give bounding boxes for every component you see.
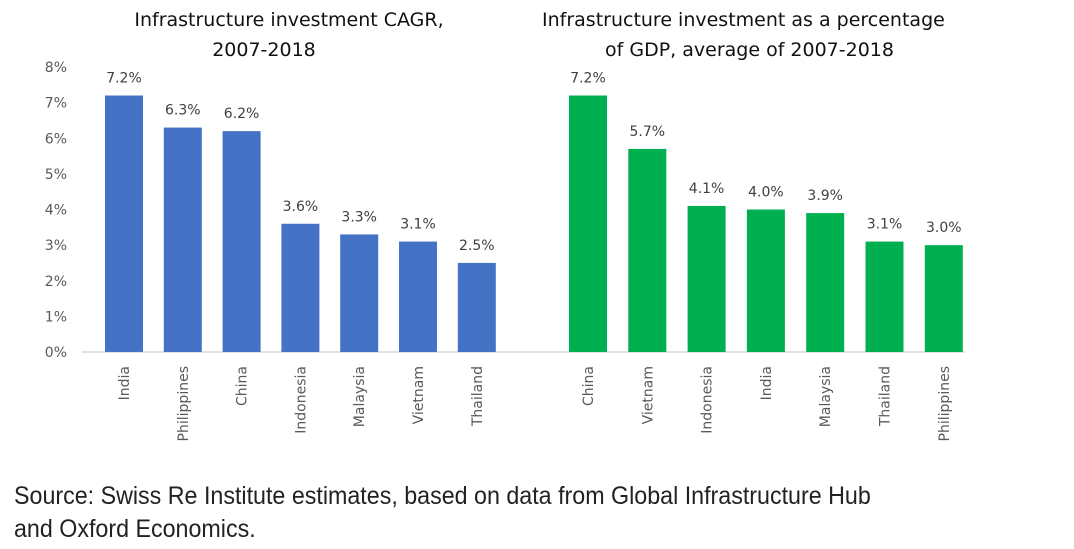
- left-category-label: India: [117, 366, 133, 400]
- right-data-label: 3.1%: [867, 217, 903, 233]
- right-category-label: China: [581, 366, 597, 406]
- left-bar: [105, 95, 143, 352]
- left-category-label: Thailand: [470, 366, 486, 427]
- left-data-label: 6.3%: [165, 103, 201, 119]
- source-line-1: Source: Swiss Re Institute estimates, ba…: [14, 482, 871, 510]
- left-chart-bars: 7.2% India 6.3% Philippines 6.2% China 3.6% Ind…: [105, 71, 496, 441]
- right-chart-title-line-2: of GDP, average of 2007-2018: [605, 39, 894, 61]
- left-data-label: 3.3%: [341, 209, 377, 225]
- right-chart-bars: 7.2% China 5.7% Vietnam 4.1% Indonesia 4.0% Ind…: [569, 71, 963, 441]
- right-category-label: Thailand: [878, 366, 894, 427]
- left-data-label: 7.2%: [106, 71, 142, 87]
- left-category-label: Malaysia: [352, 366, 368, 427]
- left-bar: [163, 127, 202, 352]
- right-bar: [746, 209, 785, 352]
- right-data-label: 5.7%: [630, 124, 666, 140]
- right-category-label: Malaysia: [818, 366, 834, 427]
- left-category-label: Vietnam: [411, 366, 427, 424]
- left-bar: [457, 262, 496, 352]
- y-tick-label: 2%: [45, 274, 67, 290]
- right-chart-title-line-1: Infrastructure investment as a percentag…: [542, 9, 945, 31]
- right-data-label: 7.2%: [570, 71, 606, 87]
- right-category-label: Vietnam: [640, 366, 656, 424]
- y-tick-label: 4%: [45, 203, 67, 219]
- source-line-2: and Oxford Economics.: [14, 515, 256, 543]
- y-axis: 0% 1% 2% 3% 4% 5% 6% 7% 8%: [45, 60, 67, 361]
- left-data-label: 3.6%: [283, 199, 319, 215]
- right-category-label: Indonesia: [700, 366, 716, 434]
- y-tick-label: 3%: [45, 238, 67, 254]
- y-tick-label: 5%: [45, 167, 67, 183]
- right-data-label: 4.1%: [689, 181, 725, 197]
- left-data-label: 2.5%: [459, 238, 495, 254]
- y-tick-label: 6%: [45, 131, 67, 147]
- right-bar: [806, 213, 845, 352]
- left-category-label: Philippines: [176, 366, 192, 441]
- left-bar: [399, 241, 437, 352]
- right-chart-title: Infrastructure investment as a percentag…: [542, 9, 945, 61]
- left-category-label: China: [235, 366, 251, 406]
- left-chart-title: Infrastructure investment CAGR, 2007-201…: [134, 9, 443, 61]
- y-tick-label: 8%: [45, 60, 67, 76]
- source-note: Source: Swiss Re Institute estimates, ba…: [14, 480, 1074, 546]
- right-data-label: 4.0%: [748, 185, 784, 201]
- y-tick-label: 0%: [45, 345, 67, 361]
- right-bar: [687, 205, 726, 352]
- left-chart-title-line-2: 2007-2018: [212, 39, 316, 61]
- right-bar: [569, 95, 607, 352]
- right-data-label: 3.0%: [926, 220, 962, 236]
- left-data-label: 6.2%: [224, 106, 260, 122]
- right-category-label: India: [759, 366, 775, 400]
- right-category-label: Philippines: [937, 366, 953, 441]
- y-tick-label: 1%: [45, 309, 67, 325]
- right-bar: [924, 245, 963, 352]
- right-bar: [865, 241, 904, 352]
- y-tick-label: 7%: [45, 96, 67, 112]
- left-chart-title-line-1: Infrastructure investment CAGR,: [134, 9, 443, 31]
- left-category-label: Indonesia: [293, 366, 309, 434]
- right-data-label: 3.9%: [807, 188, 843, 204]
- left-data-label: 3.1%: [400, 217, 436, 233]
- left-bar: [222, 131, 261, 352]
- right-bar: [628, 148, 667, 352]
- left-bar: [281, 223, 320, 352]
- left-bar: [340, 234, 379, 352]
